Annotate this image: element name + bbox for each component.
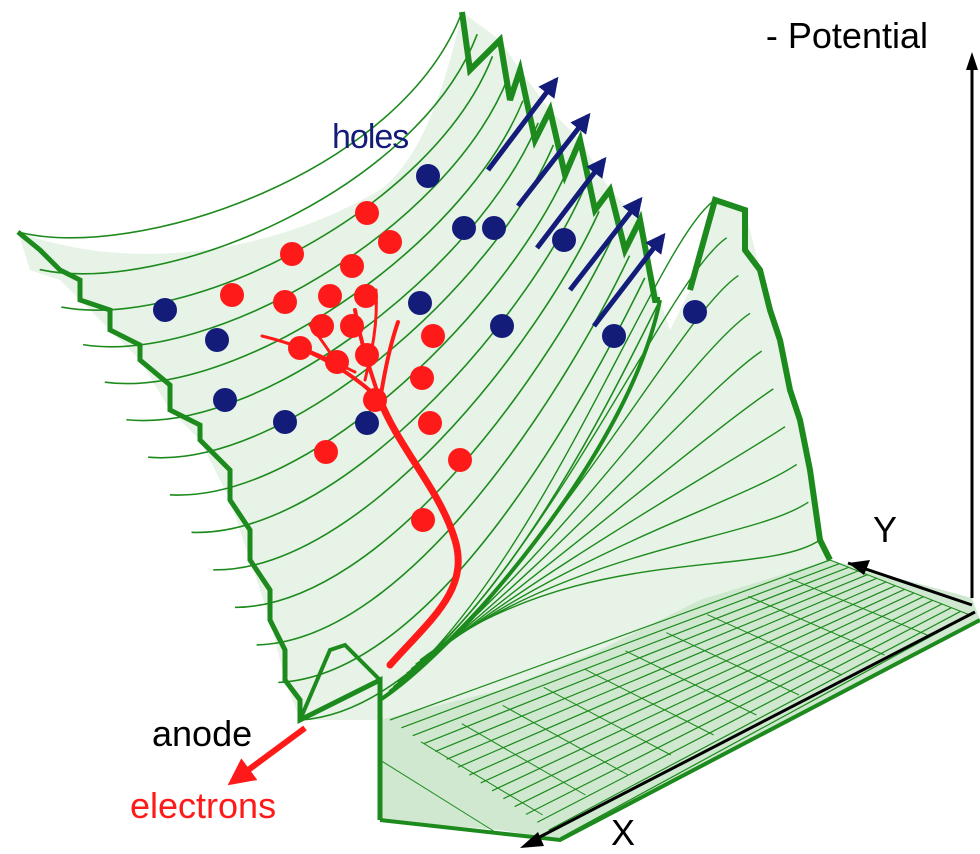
electron-dot (340, 254, 364, 278)
hole-drift-arrow (592, 232, 666, 328)
mesh-back-ridge (459, 11, 660, 303)
mesh-line (559, 614, 971, 839)
electron-dot (280, 242, 304, 266)
mesh-line (420, 741, 543, 816)
hole-dot (355, 411, 379, 435)
mesh-line (525, 603, 943, 815)
avalanche-trunk (376, 396, 462, 669)
x-axis-label: X (611, 812, 636, 853)
electrons (220, 201, 472, 532)
electron-dot (354, 284, 378, 308)
mesh-floor-edge (379, 618, 980, 843)
mesh-line (401, 563, 840, 729)
electron-dot (448, 448, 472, 472)
hole-drift-arrow (486, 76, 559, 172)
electron-dot (411, 508, 435, 532)
mesh-line (457, 581, 887, 768)
mesh-line (379, 759, 501, 836)
anode-label: anode (152, 713, 253, 754)
mesh-line (461, 723, 586, 796)
mesh-line (707, 614, 843, 676)
mesh-line (543, 686, 672, 756)
electron-dot (318, 284, 342, 308)
mesh-line (423, 570, 859, 745)
electron-dot (363, 388, 387, 412)
y-axis-line (847, 561, 973, 607)
electrons-label: electrons (130, 785, 277, 826)
mesh-floor (380, 560, 980, 840)
mesh-line (256, 255, 631, 646)
hole-drift-arrow (516, 112, 591, 208)
electron-dot (378, 230, 402, 254)
electron-dot (288, 336, 312, 360)
holes (153, 164, 707, 435)
electron-dot (355, 343, 379, 367)
mesh-line (584, 668, 714, 736)
electron-dot (418, 411, 442, 435)
mesh-line (191, 188, 585, 534)
potential-axis-label: - Potential (765, 15, 928, 56)
electron-dot (355, 201, 379, 225)
electron-dot (325, 350, 349, 374)
mesh-line (666, 632, 800, 696)
electron-exit-arrow (227, 725, 307, 786)
hole-dot (482, 216, 506, 240)
hole-dot (416, 164, 440, 188)
electron-dot (273, 290, 297, 314)
mesh-line (502, 705, 629, 776)
mesh-line (469, 585, 896, 776)
electron-dot (314, 440, 338, 464)
y-axis-label: Y (873, 509, 898, 550)
hole-dot (602, 324, 626, 348)
mesh-valley (378, 299, 662, 702)
mesh-line (829, 559, 971, 616)
potential-axis-arrowhead (966, 52, 978, 70)
x-axis-line (529, 610, 976, 844)
hole-drift-arrow (535, 156, 607, 250)
holes-label: holes (332, 118, 409, 156)
mesh-line (491, 592, 915, 792)
electron-dot (410, 366, 434, 390)
mesh-front-steps (16, 230, 383, 820)
hole-dot (452, 216, 476, 240)
mesh-line (548, 610, 961, 831)
mesh-line (412, 566, 849, 737)
mesh-line (39, 33, 478, 275)
mesh-line (480, 588, 905, 784)
hole-dot (490, 314, 514, 338)
mesh-line (747, 595, 885, 656)
electron-dot (340, 314, 364, 338)
mesh-right-ridge (687, 196, 833, 562)
electron-dot (421, 324, 445, 348)
mesh-line (625, 650, 757, 716)
mesh-line (419, 539, 821, 661)
y-axis-arrowhead (848, 560, 870, 575)
electron-dot (310, 314, 334, 338)
mesh-line (401, 388, 774, 679)
mesh-line (379, 199, 716, 701)
hole-dot (683, 300, 707, 324)
mesh-line (397, 350, 763, 683)
mesh-line (503, 596, 924, 800)
mesh-line (17, 11, 463, 239)
hole-dot (153, 298, 177, 322)
hole-dot (213, 388, 237, 412)
electron-dot (220, 283, 244, 307)
mesh-line (788, 577, 928, 636)
mesh-line (537, 607, 952, 823)
x-axis-arrowhead (520, 832, 544, 848)
hole-dot (552, 228, 576, 252)
hole-dot (273, 410, 297, 434)
hole-dot (205, 328, 229, 352)
hole-drift-arrow (568, 196, 643, 292)
mesh-line (389, 559, 831, 721)
mesh-slot (298, 642, 382, 721)
hole-drift-arrows (486, 76, 666, 328)
mesh-line (514, 599, 933, 808)
axes (520, 52, 978, 848)
mesh-line (213, 211, 600, 571)
hole-dot (408, 291, 432, 315)
